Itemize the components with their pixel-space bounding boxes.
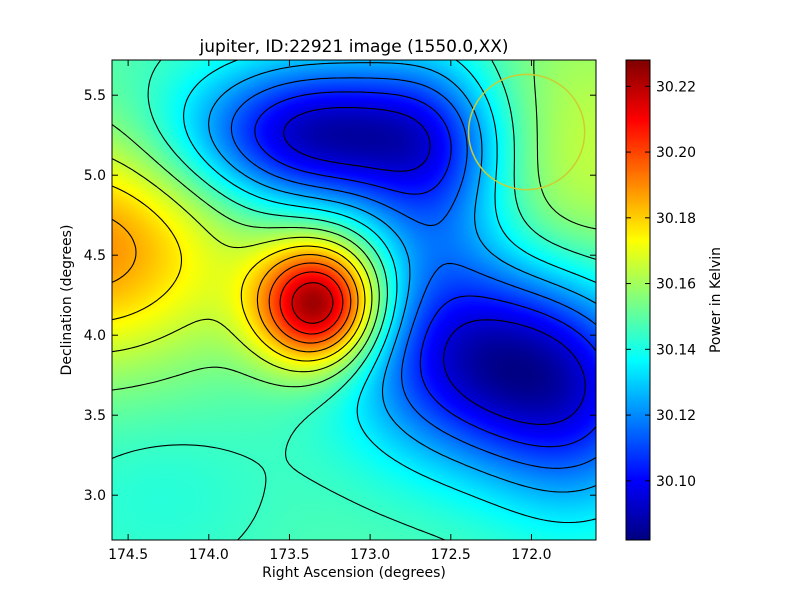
x-tick-label: 173.5: [269, 547, 309, 563]
x-axis: 174.5 174.0 173.5 173.0 172.5 172.0: [108, 60, 552, 563]
colorbar-tick-label: 30.14: [656, 342, 696, 358]
contour-line: [111, 59, 597, 541]
contour-line: [111, 59, 597, 391]
colorbar-frame: [625, 59, 651, 541]
colorbar-tick-label: 30.22: [656, 79, 696, 95]
contour-line: [291, 282, 334, 324]
beam-circle: [467, 73, 586, 191]
colorbar-gradient: [626, 60, 650, 540]
x-tick-label: 173.0: [350, 547, 390, 563]
contour-line: [183, 59, 597, 524]
contour-line: [111, 185, 366, 362]
x-tick-label: 174.0: [189, 547, 229, 563]
y-tick-label: 4.5: [84, 248, 106, 264]
contour-line: [254, 91, 597, 448]
colorbar-tick-label: 30.10: [656, 474, 696, 490]
contour-line: [111, 158, 373, 373]
contour-line: [279, 271, 344, 335]
contour-lines: [111, 59, 597, 541]
x-axis-label: Right Ascension (degrees): [262, 565, 446, 581]
colorbar-tick-label: 30.16: [656, 277, 696, 293]
y-axis-label: Declination (degrees): [59, 225, 75, 376]
annotations: [467, 73, 586, 191]
colorbar-ticks: 30.10 30.12 30.14 30.16 30.18 30.20 30.22: [626, 79, 696, 490]
y-tick-label: 3.0: [84, 488, 106, 504]
y-tick-label: 4.0: [84, 328, 106, 344]
contour-line: [268, 262, 352, 344]
contour-line: [111, 218, 359, 353]
plot-area: [111, 59, 597, 541]
x-tick-label: 174.5: [108, 547, 148, 563]
heatmap-image: [112, 60, 596, 540]
x-tick-label: 172.5: [431, 547, 471, 563]
contour-line: [283, 106, 586, 425]
y-axis: 3.0 3.5 4.0 4.5 5.0 5.5: [84, 88, 596, 504]
colorbar-tick-label: 30.20: [656, 145, 696, 161]
y-tick-label: 5.5: [84, 88, 106, 104]
plot-frame: [111, 59, 597, 541]
colorbar-tick-label: 30.12: [656, 408, 696, 424]
colorbar: 30.10 30.12 30.14 30.16 30.18 30.20 30.22 Powe…: [625, 59, 724, 541]
y-tick-label: 3.5: [84, 408, 106, 424]
colorbar-tick-label: 30.18: [656, 211, 696, 227]
y-tick-label: 5.0: [84, 168, 106, 184]
x-tick-label: 172.0: [511, 547, 551, 563]
contour-line: [208, 62, 597, 493]
colorbar-label: Power in Kelvin: [708, 247, 724, 353]
contour-line: [230, 77, 597, 469]
chart-title: jupiter, ID:22921 image (1550.0,XX): [198, 37, 508, 57]
